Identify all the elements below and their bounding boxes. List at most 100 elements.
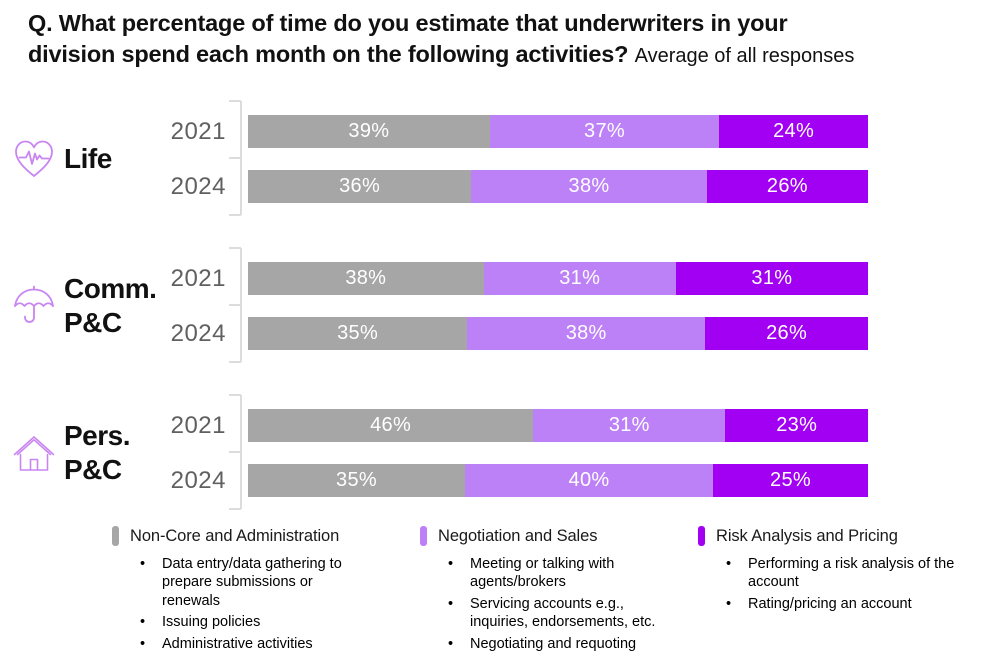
bullet-text: Meeting or talking with agents/brokers [470, 556, 615, 591]
bar-segment: 31% [533, 409, 726, 442]
bar-value-label: 25% [770, 469, 811, 491]
legend-item: Risk Analysis and Pricing • Performing a r… [698, 526, 982, 616]
bullet-icon: • [140, 556, 146, 572]
bullet-icon: • [140, 635, 146, 652]
axis-bracket [229, 394, 248, 510]
bar-segment: 37% [489, 115, 720, 148]
axis-tick [229, 508, 241, 510]
bar-segment: 24% [719, 115, 868, 148]
umbrella-icon [10, 282, 58, 330]
legend-title: Non-Core and Administration [130, 526, 340, 545]
legend-bullet-item: • Negotiating and requoting [448, 635, 692, 653]
title-subtitle: Average of all responses [634, 45, 855, 68]
axis-tick [229, 361, 241, 363]
house-icon [10, 429, 58, 477]
bar-value-label: 35% [337, 322, 379, 344]
bullet-text: Data entry/data gathering to prepare sub… [162, 556, 342, 609]
chart-group: Life 2021 39% 37% 24% 2024 36% 38% 26% [0, 100, 990, 216]
legend-header: Negotiation and Sales [420, 526, 692, 546]
bullet-text: Issuing policies [162, 614, 261, 631]
legend-bullet-list: • Data entry/data gathering to prepare su… [140, 555, 412, 653]
group-label: Comm. P&C [64, 272, 157, 338]
legend-item: Negotiation and Sales • Meeting or talking… [420, 526, 692, 656]
legend-swatch-icon [698, 526, 705, 546]
axis-bracket [229, 247, 248, 363]
legend-item: Non-Core and Administration • Data entry/d… [112, 526, 412, 656]
stacked-bar: 38% 31% 31% [248, 262, 868, 295]
legend-swatch-icon [420, 526, 427, 546]
bar-segment: 36% [248, 170, 472, 203]
bullet-icon: • [448, 556, 454, 572]
bullet-icon: • [448, 635, 454, 652]
legend-bullet-item: • Servicing accounts e.g., inquiries, end… [448, 595, 692, 632]
legend-bullet-item: • Rating/pricing an account [726, 595, 982, 613]
bullet-icon: • [140, 614, 146, 631]
axis-bracket [229, 100, 248, 216]
bar-segment: 23% [725, 409, 868, 442]
bar-segment: 35% [248, 464, 465, 497]
axis-tick [229, 214, 241, 216]
bullet-icon: • [726, 595, 732, 612]
stacked-bar: 39% 37% 24% [248, 115, 868, 148]
bar-value-label: 35% [336, 469, 377, 491]
axis-tick [229, 304, 241, 306]
bullet-icon: • [726, 556, 732, 572]
legend-bullet-item: • Meeting or talking with agents/brokers [448, 555, 692, 592]
year-label: 2024 [170, 173, 226, 200]
bullet-text: Negotiating and requoting [470, 635, 637, 652]
year-label: 2024 [170, 320, 226, 347]
bar-value-label: 26% [766, 175, 808, 197]
axis-tick [229, 451, 241, 453]
bar-segment: 38% [248, 262, 484, 295]
bar-segment: 35% [248, 317, 468, 350]
year-label: 2021 [170, 265, 226, 292]
bar-value-label: 36% [339, 175, 381, 197]
bar-value-label: 46% [370, 414, 412, 436]
heart-pulse-icon [10, 135, 58, 183]
group-label: Pers. P&C [64, 419, 131, 485]
chart-title: Q. What percentage of time do you estima… [28, 8, 968, 71]
bullet-text: Servicing accounts e.g., inquiries, endo… [470, 595, 656, 631]
bar-segment: 38% [467, 317, 706, 350]
year-label: 2024 [170, 467, 226, 494]
bar-value-label: 31% [608, 414, 650, 436]
bar-segment: 40% [465, 464, 713, 497]
bar-value-label: 31% [559, 267, 601, 289]
bar-value-label: 39% [348, 120, 390, 142]
legend-bullet-list: • Meeting or talking with agents/brokers •… [448, 555, 692, 653]
chart-group: Comm. P&C 2021 38% 31% 31% 2024 35% 38% 26% [0, 247, 990, 363]
bar-value-label: 38% [568, 175, 610, 197]
bar-value-label: 38% [345, 267, 387, 289]
legend-bullet-item: • Data entry/data gathering to prepare su… [140, 555, 412, 610]
legend-title: Risk Analysis and Pricing [716, 526, 898, 545]
bullet-text: Rating/pricing an account [748, 595, 912, 612]
title-line-2: division spend each month on the followi… [28, 41, 629, 68]
bar-segment: 39% [248, 115, 490, 148]
bullet-text: Administrative activities [162, 635, 313, 652]
bar-value-label: 24% [773, 120, 815, 142]
legend-bullet-item: • Administrative activities [140, 635, 412, 653]
bar-segment: 25% [713, 464, 868, 497]
axis-tick [229, 394, 241, 396]
bar-value-label: 38% [565, 322, 607, 344]
bar-value-label: 40% [568, 469, 610, 491]
bar-segment: 46% [248, 409, 534, 442]
bar-segment: 26% [706, 170, 868, 203]
stacked-bar: 35% 40% 25% [248, 464, 868, 497]
bar-value-label: 23% [776, 414, 818, 436]
bar-segment: 38% [471, 170, 707, 203]
year-label: 2021 [170, 118, 226, 145]
bullet-text: Performing a risk analysis of the accoun… [748, 556, 955, 591]
bar-value-label: 37% [584, 120, 625, 142]
axis-tick [229, 100, 241, 102]
legend-bullet-item: • Performing a risk analysis of the accou… [726, 555, 982, 592]
group-label: Life [64, 142, 112, 174]
bar-segment: 31% [483, 262, 676, 295]
legend-title: Negotiation and Sales [438, 526, 598, 545]
legend-header: Non-Core and Administration [112, 526, 412, 546]
stacked-bar: 46% 31% 23% [248, 409, 868, 442]
stacked-bar: 35% 38% 26% [248, 317, 868, 350]
axis-tick [229, 157, 241, 159]
axis-tick [229, 247, 241, 249]
stacked-bar: 36% 38% 26% [248, 170, 868, 203]
